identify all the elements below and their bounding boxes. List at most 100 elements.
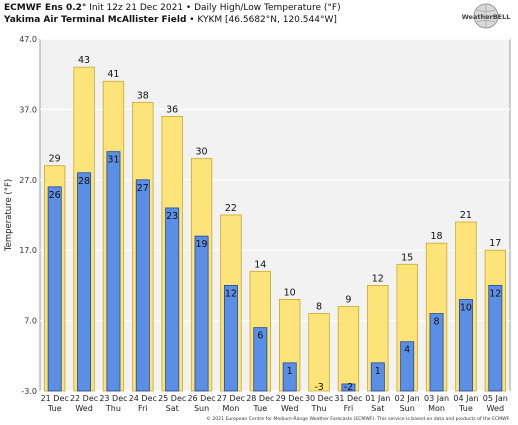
high-value-label: 36 [166, 104, 178, 115]
x-tick-day: Sun [194, 404, 209, 413]
low-value-label: -2 [344, 382, 353, 393]
x-tick-day: Thu [105, 404, 121, 413]
high-value-label: 38 [137, 90, 149, 101]
low-bar [165, 207, 180, 392]
low-bar [341, 383, 356, 392]
low-value-label: 26 [49, 190, 61, 201]
low-bar [194, 235, 209, 392]
data-labels: 29264328413138273623301922121461018-39-2… [49, 55, 502, 393]
high-value-label: 8 [316, 302, 322, 313]
x-tick-date: 26 Dec [187, 394, 215, 403]
x-tick-day: Tue [458, 404, 473, 413]
y-tick-label: 7.0 [24, 317, 37, 326]
x-tick-date: 29 Dec [276, 394, 304, 403]
x-tick-date: 25 Dec [158, 394, 186, 403]
y-tick-label: -3.0 [21, 387, 37, 396]
high-value-label: 17 [489, 238, 501, 249]
y-axis-label: Temperature (°F) [4, 179, 14, 252]
high-value-label: 41 [107, 69, 119, 80]
x-tick-date: 28 Dec [246, 394, 274, 403]
low-bar [429, 313, 444, 392]
x-tick-day: Tue [47, 404, 62, 413]
x-tick-day: Tue [252, 404, 267, 413]
high-value-label: 15 [401, 252, 413, 263]
x-tick-day: Sat [166, 404, 179, 413]
low-bar [253, 327, 268, 392]
x-tick-day: Mon [428, 404, 445, 413]
low-value-label: 1 [375, 366, 381, 377]
high-value-label: 29 [49, 154, 61, 165]
high-value-label: 14 [254, 259, 266, 270]
low-value-label: -3 [314, 382, 323, 393]
weatherbell-logo: WeatherBELL [462, 3, 511, 29]
low-value-label: 12 [489, 288, 501, 299]
low-bar [370, 362, 385, 392]
high-bar [337, 306, 360, 392]
copyright-footer: © 2021 European Centre for Medium-Range … [206, 417, 510, 422]
logo-text: WeatherBELL [462, 13, 511, 21]
low-bar [77, 172, 92, 392]
low-value-label: 1 [287, 366, 293, 377]
low-value-label: 4 [404, 345, 410, 356]
x-tick-date: 27 Dec [217, 394, 245, 403]
low-value-label: 27 [137, 183, 149, 194]
x-tick-day: Fri [344, 404, 354, 413]
high-value-label: 30 [196, 147, 208, 158]
high-value-label: 22 [225, 203, 237, 214]
high-value-label: 21 [460, 210, 472, 221]
y-axis-ticks: -3.0 7.0 17.0 27.0 37.0 47.0 [19, 35, 37, 396]
x-tick-date: 24 Dec [129, 394, 157, 403]
x-tick-day: Wed [487, 404, 504, 413]
high-bar [308, 313, 330, 392]
high-value-label: 43 [78, 55, 90, 66]
high-value-label: 18 [431, 231, 443, 242]
y-tick-label: 17.0 [19, 246, 37, 255]
low-bar [458, 299, 473, 392]
x-tick-date: 23 Dec [99, 394, 127, 403]
y-tick-label: 47.0 [19, 35, 37, 44]
y-tick-label: 37.0 [19, 105, 37, 114]
model-name: ECMWF Ens 0.2° [4, 3, 87, 13]
station-coords: • KYKM [46.5682°N, 120.544°W] [186, 15, 337, 25]
low-bar [135, 179, 150, 392]
x-tick-date: 31 Dec [334, 394, 362, 403]
x-tick-date: 01 Jan [365, 394, 390, 403]
low-value-label: 31 [107, 155, 119, 166]
x-tick-day: Thu [311, 404, 327, 413]
x-tick-date: 22 Dec [70, 394, 98, 403]
low-value-label: 10 [460, 302, 472, 313]
low-bar [488, 284, 503, 392]
x-tick-date: 21 Dec [41, 394, 69, 403]
low-bar [223, 284, 238, 392]
station-name: Yakima Air Terminal McAllister Field [4, 15, 187, 25]
title-details: Init 12z 21 Dec 2021 • Daily High/Low Te… [86, 3, 341, 13]
low-bar [47, 186, 62, 392]
high-value-label: 10 [284, 287, 296, 298]
low-bar [282, 362, 297, 392]
x-tick-day: Mon [223, 404, 240, 413]
y-tick-label: 27.0 [19, 176, 37, 185]
low-bar [106, 151, 121, 392]
low-value-label: 12 [225, 288, 237, 299]
bars [44, 66, 506, 392]
x-tick-day: Sun [400, 404, 415, 413]
low-value-label: 6 [257, 331, 263, 342]
x-tick-day: Fri [138, 404, 148, 413]
x-tick-day: Wed [75, 404, 92, 413]
x-tick-day: Sat [371, 404, 384, 413]
low-value-label: 8 [434, 317, 440, 328]
x-tick-date: 05 Jan [483, 394, 508, 403]
high-value-label: 9 [345, 295, 351, 306]
low-value-label: 23 [166, 211, 178, 222]
low-value-label: 28 [78, 176, 90, 187]
chart-title-line2: Yakima Air Terminal McAllister Field • K… [4, 15, 337, 25]
x-tick-date: 03 Jan [424, 394, 449, 403]
low-value-label: 19 [196, 239, 208, 250]
x-tick-day: Wed [281, 404, 298, 413]
x-tick-date: 04 Jan [453, 394, 478, 403]
high-value-label: 12 [372, 273, 384, 284]
low-bar [400, 341, 415, 392]
x-tick-date: 02 Jan [395, 394, 420, 403]
